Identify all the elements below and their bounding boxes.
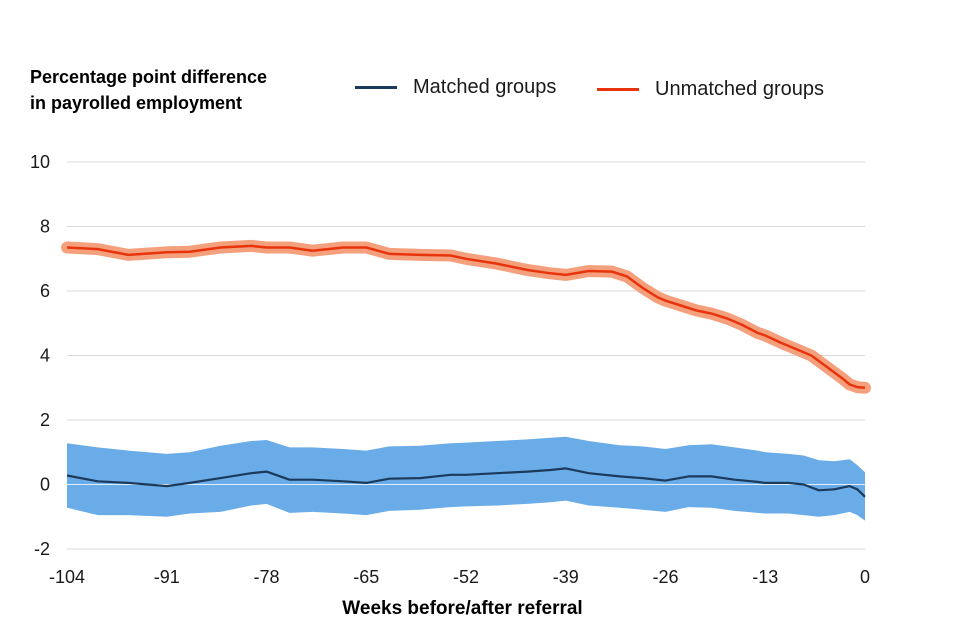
x-tick-label: -13: [752, 567, 778, 587]
unmatched-confidence-band: [61, 239, 871, 394]
y-tick-label: 8: [40, 217, 50, 237]
x-axis-title: Weeks before/after referral: [342, 598, 583, 619]
legend-label-matched: Matched groups: [413, 75, 557, 98]
y-tick-label: 2: [40, 410, 50, 430]
y-tick-label: 6: [40, 281, 50, 301]
y-axis-title-line-1: Percentage point difference: [30, 67, 268, 87]
x-tick-label: -91: [154, 567, 180, 587]
legend-swatch-unmatched: [597, 87, 639, 91]
y-tick-label: -2: [34, 539, 50, 559]
legend-item-unmatched: Unmatched groups: [597, 76, 824, 102]
y-tick-label: 0: [40, 475, 50, 495]
matched-confidence-band: [67, 436, 865, 521]
legend-label-unmatched: Unmatched groups: [655, 77, 824, 100]
x-tick-label: -65: [353, 567, 379, 587]
matched-line: [66, 467, 866, 498]
x-tick-label: -39: [553, 567, 579, 587]
x-tick-label: -26: [652, 567, 678, 587]
legend-swatch-matched: [355, 85, 397, 89]
legend-item-matched: Matched groups: [355, 74, 556, 100]
x-tick-label: -52: [453, 567, 479, 587]
y-tick-label: 10: [30, 152, 50, 172]
x-tick-label: -104: [49, 567, 85, 587]
y-axis-title-line-2: in payrolled employment: [30, 93, 243, 113]
x-tick-label: -78: [253, 567, 279, 587]
x-tick-label: 0: [860, 567, 870, 587]
y-tick-label: 4: [40, 346, 50, 366]
y-axis-title: Percentage point difference in payrolled…: [30, 64, 330, 116]
unmatched-line: [66, 244, 866, 390]
